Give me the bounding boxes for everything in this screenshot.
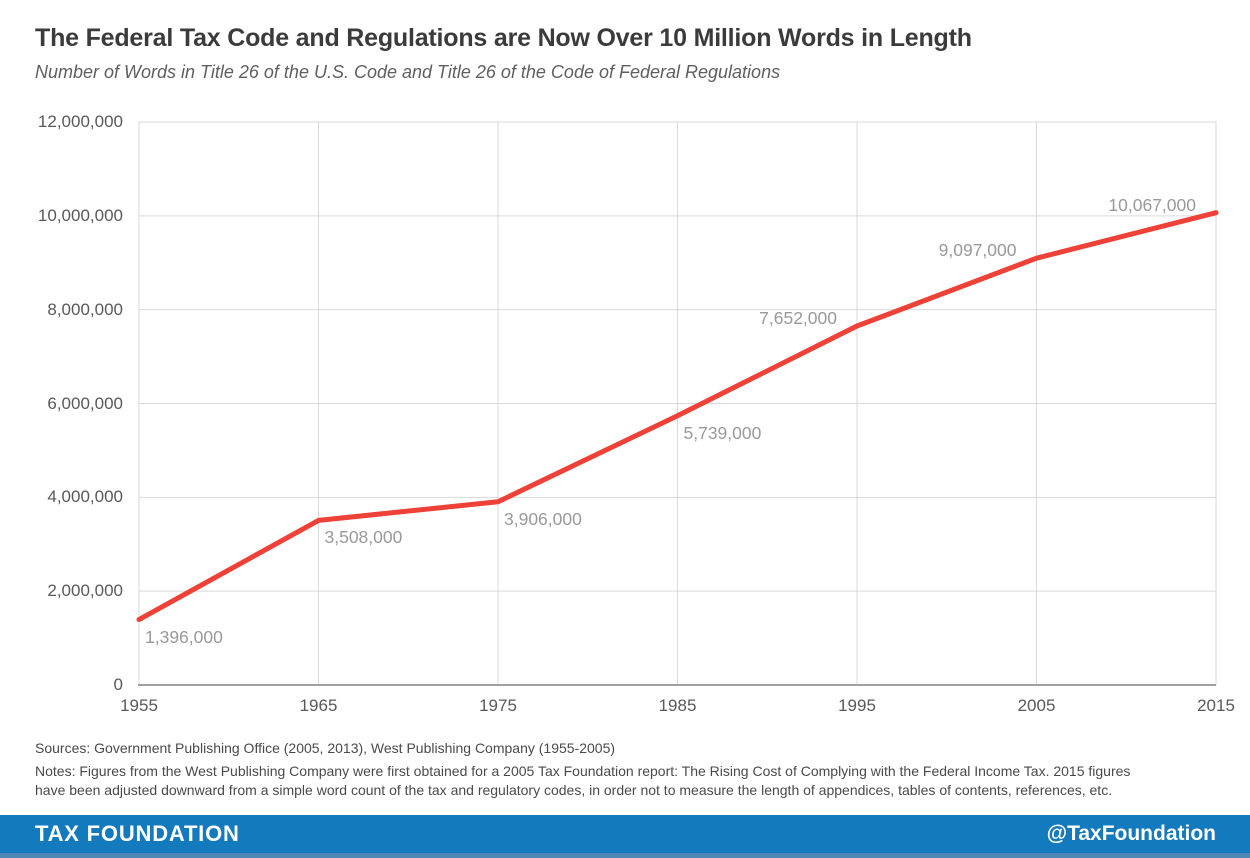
x-axis-tick: 1995: [838, 696, 876, 715]
brand-text: TAX FOUNDATION: [35, 821, 240, 846]
x-axis-tick: 1985: [658, 696, 697, 715]
sources-text: Sources: Government Publishing Office (2…: [35, 740, 616, 756]
x-axis-tick: 1955: [120, 696, 158, 715]
data-point-label: 9,097,000: [938, 240, 1017, 261]
data-point-label: 3,906,000: [504, 508, 582, 529]
chart-subtitle: Number of Words in Title 26 of the U.S. …: [35, 62, 781, 82]
footer-bar: TAX FOUNDATION @TaxFoundation: [0, 815, 1250, 853]
gridlines-group: [139, 122, 1216, 685]
notes-line-1: Notes: Figures from the West Publishing …: [35, 763, 1131, 779]
data-point-label: 3,508,000: [324, 527, 403, 548]
x-axis-tick: 1975: [479, 696, 517, 715]
y-axis-tick: 8,000,000: [47, 299, 123, 319]
x-axis-tick: 2015: [1197, 696, 1235, 715]
y-axis-tick: 2,000,000: [47, 581, 123, 601]
data-point-label: 7,652,000: [759, 307, 837, 328]
notes-text: Notes: Figures from the West Publishing …: [35, 762, 1130, 800]
footer-strip: [0, 853, 1250, 858]
x-axis-tick: 2005: [1017, 696, 1056, 715]
data-line: [136, 210, 1219, 623]
twitter-handle: @TaxFoundation: [1046, 822, 1216, 845]
data-point-label: 10,067,000: [1108, 194, 1196, 215]
data-point-label: 1,396,000: [145, 626, 223, 647]
x-axis-tick: 1965: [299, 696, 338, 715]
notes-line-2: have been adjusted downward from a simpl…: [35, 782, 1113, 798]
y-axis-tick: 10,000,000: [37, 205, 123, 225]
y-axis-tick: 0: [113, 675, 123, 694]
y-axis-tick: 4,000,000: [47, 487, 123, 507]
data-point-label: 5,739,000: [683, 422, 762, 443]
chart-title: The Federal Tax Code and Regulations are…: [35, 24, 972, 52]
y-axis-tick: 6,000,000: [47, 393, 123, 413]
y-axis-tick: 12,000,000: [37, 112, 123, 131]
